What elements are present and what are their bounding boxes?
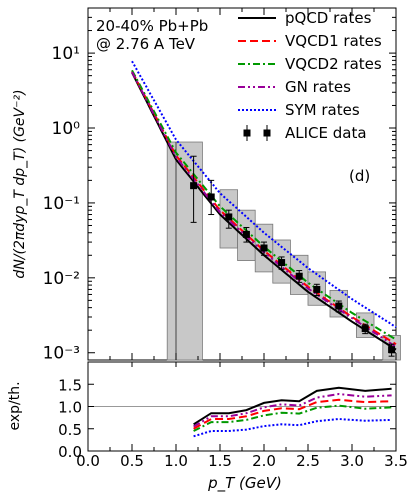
data-point	[335, 302, 343, 310]
series-line-vqcd2	[131, 69, 397, 341]
y-tick-label: 10⁻²	[43, 269, 80, 289]
y-tick-label: 10⁰	[52, 119, 81, 139]
data-point	[278, 259, 286, 267]
data-point	[225, 213, 233, 221]
data-point	[313, 285, 321, 293]
ratio-y-tick-label: 0.5	[58, 421, 82, 439]
data-point	[242, 230, 250, 238]
x-tick-label: 2.5	[296, 452, 320, 470]
legend-label: ALICE data	[285, 124, 367, 142]
data-point	[190, 182, 198, 190]
legend-label: pQCD rates	[285, 9, 372, 27]
annotation-line-2: @ 2.76 A TeV	[96, 35, 196, 53]
y-tick-label: 10⁻¹	[43, 194, 80, 214]
x-tick-label: 3.0	[340, 452, 364, 470]
ratio-line-sym	[193, 417, 392, 438]
legend-label: SYM rates	[285, 101, 360, 119]
ratio-panel: 0.0 0.5 1.0 1.5 0.0 0.5 1.0 1.5 2.0 2.5 3.0 3.5 exp…	[7, 361, 408, 493]
legend-marker	[263, 129, 271, 137]
data-point	[260, 244, 268, 252]
y-tick-label: 10¹	[52, 44, 80, 64]
ratio-y-tick-label: 1.5	[58, 376, 82, 394]
ratio-line-pqcd	[193, 386, 392, 426]
legend: pQCD rates VQCD1 rates VQCD2 rates GN rates…	[238, 9, 382, 142]
x-tick-label: 0.0	[76, 452, 100, 470]
ratio-y-axis-label: exp/th.	[7, 381, 23, 430]
legend-label: VQCD2 rates	[285, 55, 382, 73]
systematic-box-wide	[166, 141, 203, 361]
ratio-y-tick-label: 0.0	[58, 443, 82, 461]
annotation-line-1: 20-40% Pb+Pb	[96, 17, 208, 35]
panel-label: (d)	[349, 167, 370, 185]
spectrum-y-axis-label: dN/(2πdyp_T dp_T) (GeV⁻²)	[12, 89, 28, 278]
series-line-sym	[131, 60, 397, 328]
data-point	[388, 346, 396, 354]
legend-label: GN rates	[285, 78, 351, 96]
x-tick-label: 2.0	[252, 452, 276, 470]
spectrum-panel: 10⁻³ 10⁻² 10⁻¹ 10⁰ 10¹ 20-40% Pb+Pb @ 2.76 A…	[12, 7, 401, 364]
data-point	[207, 193, 215, 201]
x-tick-label: 1.0	[164, 452, 188, 470]
x-tick-label: 0.5	[120, 452, 144, 470]
legend-label: VQCD1 rates	[285, 32, 382, 50]
x-tick-label: 3.5	[384, 452, 408, 470]
ratio-line-vqcd1	[193, 398, 392, 430]
data-point	[361, 325, 369, 333]
legend-marker	[243, 129, 251, 137]
y-tick-label: 10⁻³	[43, 344, 80, 364]
x-axis-label: p_T (GeV)	[207, 474, 282, 493]
data-point	[295, 272, 303, 280]
ratio-y-tick-label: 1.0	[58, 399, 82, 417]
ratio-line-vqcd2	[193, 404, 392, 432]
ratio-line-gn	[193, 392, 392, 428]
x-tick-label: 1.5	[208, 452, 232, 470]
